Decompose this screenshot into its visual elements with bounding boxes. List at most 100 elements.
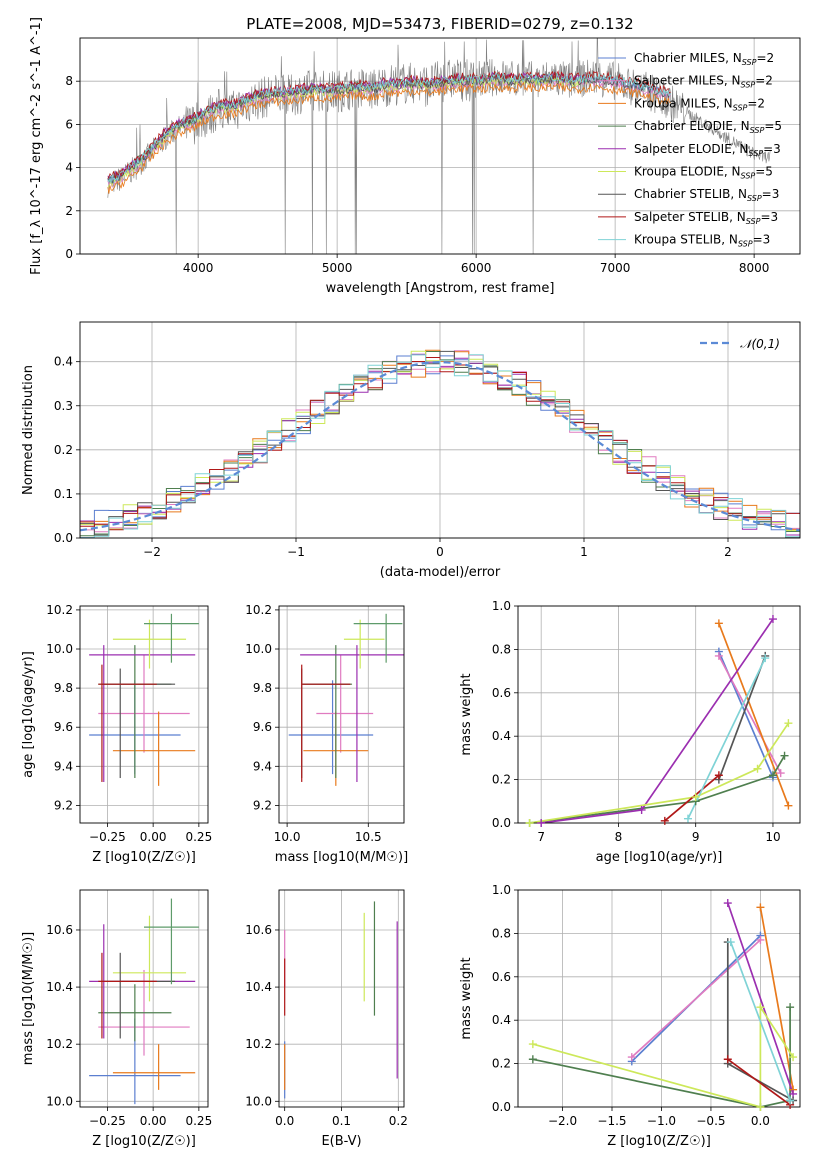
- y-tick-label: 0.8: [492, 926, 511, 940]
- legend-count: =2: [747, 96, 765, 110]
- y-tick-label: 0.6: [492, 686, 511, 700]
- legend-name: Chabrier ELODIE, N: [634, 119, 750, 133]
- axes-frame: [278, 889, 405, 1108]
- legend-subscript: SSP: [742, 58, 757, 67]
- x-axis-label: wavelength [Angstrom, rest frame]: [326, 281, 555, 296]
- weight-marker: [723, 1055, 732, 1064]
- y-tick-label: 4: [65, 161, 73, 175]
- axes-frame: [278, 605, 405, 824]
- x-tick-label: 4000: [183, 261, 214, 275]
- y-tick-label: 9.6: [54, 720, 73, 734]
- y-tick-label: 9.2: [54, 798, 73, 812]
- y-tick-label: 0: [65, 247, 73, 261]
- weight-marker: [786, 1003, 795, 1012]
- x-axis-label: Z [log10(Z/Z☉)]: [92, 850, 196, 865]
- weight-marker: [780, 751, 789, 760]
- weight-marker: [761, 654, 770, 663]
- y-tick-label: 6: [65, 117, 73, 131]
- weight-line-5: [532, 1004, 794, 1107]
- legend-count: =3: [760, 210, 778, 224]
- weight-line-3: [529, 755, 786, 823]
- weight-marker: [756, 1103, 765, 1111]
- x-tick-label: 0.00: [140, 1114, 167, 1128]
- legend-name: Kroupa MILES, N: [634, 96, 733, 110]
- weight-marker: [789, 1053, 798, 1062]
- y-tick-label: 0.8: [492, 642, 511, 656]
- weight-marker: [784, 801, 793, 810]
- legend-label: Kroupa MILES, NSSP=2: [634, 96, 765, 112]
- y-axis-label: Flux [f_λ 10^-17 erg cm^-2 s^-1 A^-1]: [29, 17, 44, 275]
- x-tick-label: −1.5: [597, 1114, 626, 1128]
- legend-count: =2: [755, 74, 773, 88]
- y-tick-label: 0.4: [54, 355, 73, 369]
- axes-weight_vs_Z: −2.0 −1.5 −1.0 −0.5 0.0 0.0 0.2 0.4 0.6 0.8 1.0 Z […: [459, 883, 801, 1149]
- y-tick-label: 10.2: [245, 603, 272, 617]
- y-tick-label: 10.2: [245, 1037, 272, 1051]
- x-tick-label: 6000: [461, 261, 492, 275]
- y-tick-label: 9.4: [54, 759, 73, 773]
- weight-line-2: [759, 907, 794, 1090]
- y-tick-label: 10.0: [245, 642, 272, 656]
- weight-marker: [753, 764, 762, 773]
- y-tick-label: 9.2: [253, 798, 272, 812]
- x-tick-label: −0.25: [89, 830, 126, 844]
- axes-mass_vs_Z: −0.25 0.00 0.25 10.0 10.2 10.4 10.6 Z [log10(Z/…: [21, 889, 212, 1149]
- y-axis-label: age [log10(age/yr)]: [21, 651, 36, 778]
- axes-spectrum: 4000 5000 6000 7000 8000 0 2 4 6 8 wavelength [Ang…: [29, 17, 801, 296]
- plot-area: [284, 901, 398, 1099]
- weight-marker: [691, 792, 700, 801]
- y-tick-label: 9.8: [54, 681, 73, 695]
- y-tick-label: 9.4: [253, 759, 272, 773]
- legend-label: Kroupa STELIB, NSSP=3: [634, 233, 770, 249]
- legend-name: Chabrier MILES, N: [634, 51, 742, 65]
- weight-line-4: [726, 902, 794, 1095]
- weight-line-1: [718, 655, 782, 774]
- figure-title: PLATE=2008, MJD=53473, FIBERID=0279, z=0…: [246, 15, 633, 33]
- axes-age_vs_Z: −0.25 0.00 0.25 9.2 9.4 9.6 9.8 10.0 10.2 Z [log1…: [21, 603, 212, 865]
- y-axis-label: Normed distribution: [21, 365, 36, 495]
- weight-marker: [768, 615, 777, 624]
- weight-line-5: [529, 722, 790, 823]
- x-tick-label: 7: [537, 830, 545, 844]
- x-axis-label: E(B-V): [321, 1134, 361, 1149]
- x-tick-label: 10: [765, 830, 780, 844]
- legend: 𝒩(0,1): [700, 337, 780, 351]
- weight-marker: [756, 935, 765, 944]
- x-tick-label: 9: [692, 830, 700, 844]
- plot-area: [89, 898, 199, 1105]
- legend-label: Chabrier ELODIE, NSSP=5: [634, 119, 782, 135]
- model-line-2: [107, 81, 671, 194]
- weight-marker: [723, 899, 732, 908]
- legend-subscript: SSP: [747, 194, 762, 203]
- y-tick-label: 0.4: [492, 1013, 511, 1027]
- legend-name: Chabrier STELIB, N: [634, 187, 747, 201]
- weight-line-2: [718, 623, 790, 806]
- x-tick-label: 2: [724, 545, 732, 559]
- y-tick-label: 1.0: [492, 599, 511, 613]
- y-tick-label: 0.2: [54, 443, 73, 457]
- y-tick-label: 0.2: [492, 1057, 511, 1071]
- weight-marker: [528, 1055, 537, 1064]
- weight-marker: [525, 819, 534, 827]
- x-tick-label: 7000: [600, 261, 631, 275]
- legend-subscript: SSP: [746, 217, 761, 226]
- x-tick-label: −2: [143, 545, 161, 559]
- axes-frame: [517, 605, 801, 824]
- legend-count: =3: [753, 233, 771, 247]
- y-tick-label: 8: [65, 74, 73, 88]
- y-tick-label: 10.4: [245, 980, 272, 994]
- weight-marker: [756, 1003, 765, 1012]
- x-tick-label: 0.00: [140, 830, 167, 844]
- weight-marker: [726, 938, 735, 947]
- x-tick-label: 0.2: [389, 1114, 408, 1128]
- x-tick-label: −0.5: [696, 1114, 725, 1128]
- grid: [279, 890, 404, 1107]
- weight-marker: [714, 651, 723, 660]
- x-tick-label: −0.25: [89, 1114, 126, 1128]
- legend-label: 𝒩(0,1): [740, 337, 780, 351]
- legend-name: Kroupa ELODIE, N: [634, 165, 741, 179]
- legend-label: Chabrier STELIB, NSSP=3: [634, 187, 779, 203]
- x-axis-label: Z [log10(Z/Z☉)]: [92, 1134, 196, 1149]
- x-tick-label: −2.0: [548, 1114, 577, 1128]
- hist-8: [80, 354, 800, 538]
